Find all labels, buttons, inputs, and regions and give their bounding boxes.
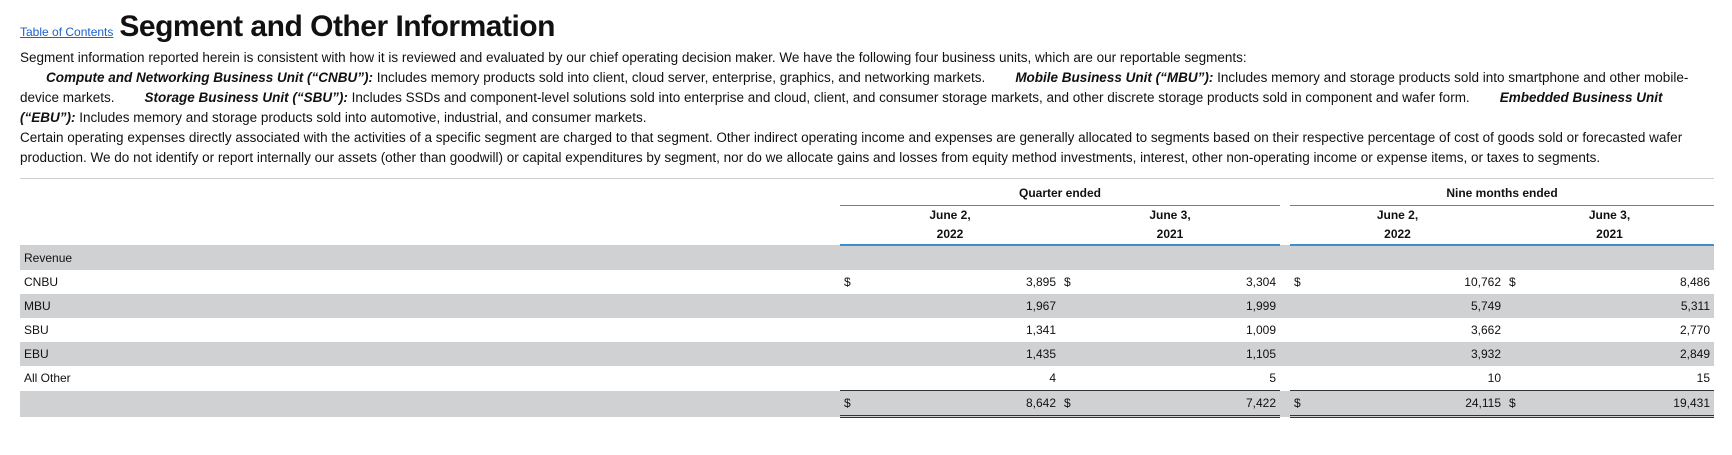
segment-definitions: Compute and Networking Business Unit (“C… [20,68,1714,128]
currency-symbol: $ [1505,390,1535,418]
currency-symbol: $ [1509,275,1516,289]
cnbu-definition-name: Compute and Networking Business Unit (“C… [46,70,374,85]
table-row: CNBU $ 3,895 $ 3,304 $ 10,762 $ 8,486 [20,270,1714,294]
currency-symbol: $ [840,390,870,418]
currency-symbol: $ [1290,390,1320,418]
revenue-label: Revenue [20,245,840,270]
currency-symbol: $ [844,275,851,289]
currency-symbol: $ [1064,275,1071,289]
mbu-definition-text: Includes memory and storage products sol… [20,70,1689,105]
ebu-definition-text: Includes memory and storage products sol… [75,110,647,125]
revenue-section-row: Revenue [20,245,1714,270]
total-row: $ 8,642 $ 7,422 $ 24,115 $ 19,431 [20,390,1714,418]
col-header-9m-2022: June 2, 2022 [1290,205,1505,246]
table-row: EBU 1,435 1,105 3,932 2,849 [20,342,1714,366]
total-9m-2022: 24,115 [1320,390,1505,418]
table-row: All Other 4 5 10 15 [24,371,1710,386]
currency-symbol: $ [1294,275,1301,289]
section-header: Table of Contents Segment and Other Info… [20,10,1714,44]
segment-revenue-table: Quarter ended Nine months ended June 2, 2… [20,178,1714,418]
sbu-definition-text: Includes SSDs and component-level soluti… [347,90,1470,105]
col-header-9m-2021: June 3, 2021 [1505,205,1714,246]
mbu-definition-name: Mobile Business Unit (“MBU”): [1015,70,1214,85]
page-title: Segment and Other Information [119,10,555,43]
total-9m-2021: 19,431 [1535,390,1714,418]
quarter-ended-header: Quarter ended [840,181,1280,206]
table-row: MBU 1,967 1,999 5,749 5,311 [20,294,1714,318]
table-column-header-row: June 2, 2022 June 3, 2021 June 2, 2022 June… [20,205,1714,246]
table-row: SBU 1,341 1,009 3,662 2,770 [24,323,1710,337]
total-q-2022: 8,642 [870,390,1060,418]
col-header-q-2021: June 3, 2021 [1060,205,1280,246]
sbu-definition-name: Storage Business Unit (“SBU”): [144,90,348,105]
intro-paragraph: Segment information reported herein is c… [20,50,1247,65]
operating-expenses-paragraph: Certain operating expenses directly asso… [20,130,1683,165]
table-of-contents-link[interactable]: Table of Contents [20,25,114,39]
col-header-q-2022: June 2, 2022 [840,205,1060,246]
total-q-2021: 7,422 [1090,390,1280,418]
currency-symbol: $ [1060,390,1090,418]
ebu-definition-name: Embedded Business Unit (“EBU”): [20,90,1663,125]
nine-months-ended-header: Nine months ended [1290,181,1714,206]
table-group-header-row: Quarter ended Nine months ended [20,181,1714,206]
cnbu-definition-text: Includes memory products sold into clien… [373,70,986,85]
